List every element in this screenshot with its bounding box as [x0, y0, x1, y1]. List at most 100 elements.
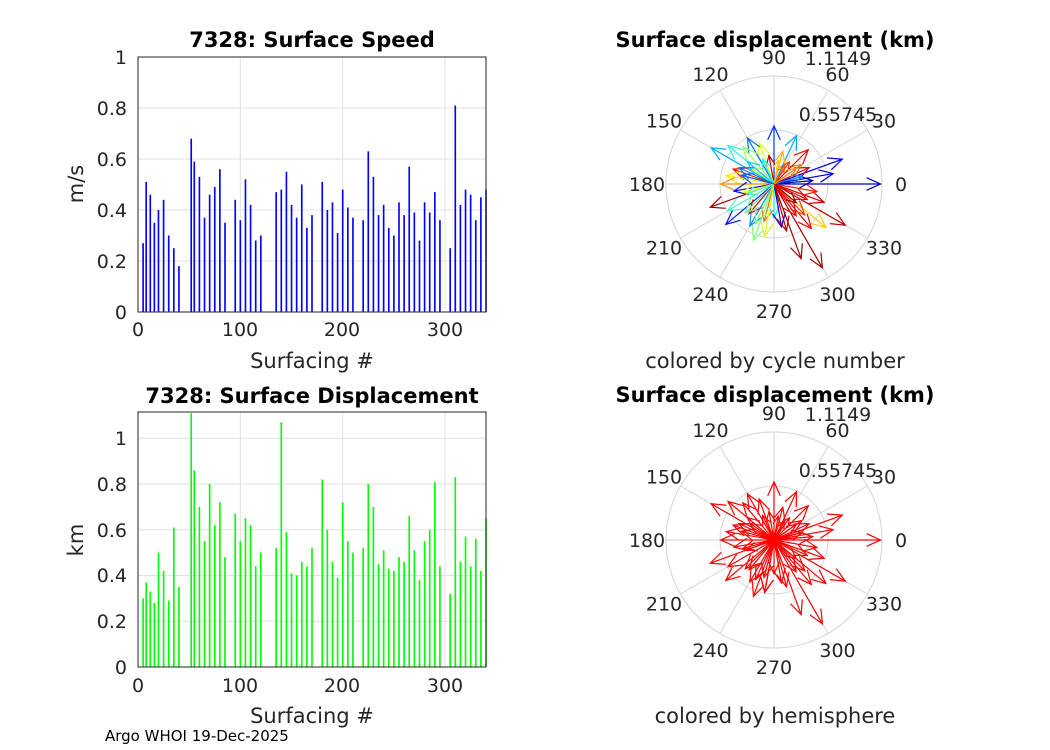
polar-cycle-arrow	[773, 183, 847, 226]
polar-cycle-arrow	[773, 183, 790, 233]
displacement-bar	[464, 536, 467, 667]
displacement-bar	[341, 502, 344, 667]
speed-bar-chart: 7328: Surface Speed 0 0.2 0.4 0.6 0.8 1 …	[64, 28, 487, 373]
displacement-bar	[403, 561, 405, 667]
displacement-bar	[382, 550, 385, 667]
displacement-y-tick: 0.2	[97, 611, 127, 633]
speed-y-tick: 0.4	[97, 200, 127, 222]
displacement-bar	[352, 552, 354, 667]
displacement-bar	[321, 479, 324, 667]
displacement-bar	[193, 470, 196, 667]
displacement-bar	[387, 568, 390, 667]
polar-hemisphere-arrow	[773, 538, 819, 552]
polar-cycle-angle-label: 300	[819, 284, 855, 306]
displacement-bar	[162, 570, 165, 667]
polar-hemisphere-arrow	[726, 539, 775, 568]
polar-hemisphere-arrow	[724, 539, 775, 582]
displacement-bar	[285, 532, 288, 667]
speed-bar	[454, 105, 457, 312]
speed-bar	[213, 187, 216, 312]
displacement-bar	[331, 561, 334, 667]
speed-bar	[362, 220, 364, 312]
speed-bar	[190, 138, 193, 312]
displacement-bar	[413, 550, 416, 667]
polar-hemisphere-spoke	[773, 485, 868, 541]
displacement-y-tick: 0.4	[97, 565, 127, 587]
polar-hemisphere-arrow	[754, 539, 775, 581]
speed-bar	[157, 210, 160, 312]
polar-hemisphere-angle-label: 270	[756, 657, 792, 679]
displacement-y-ticks: 0 0.2 0.4 0.6 0.8 1	[97, 428, 127, 679]
displacement-y-tick: 0.6	[97, 520, 127, 542]
polar-cycle-arrow	[773, 175, 815, 189]
polar-hemisphere-arrow	[773, 539, 826, 560]
polar-hemisphere-arrow	[709, 502, 775, 541]
displacement-bar	[157, 552, 160, 667]
displacement-x-axis-label: Surfacing #	[250, 704, 374, 728]
polar-hemisphere-arrow	[773, 539, 847, 582]
polar-cycle-arrow	[772, 158, 782, 185]
polar-hemisphere-arrow	[719, 533, 774, 547]
polar-cycle-arrow	[773, 174, 804, 185]
polar-cycle-angle-label: 0	[895, 174, 907, 196]
speed-bar	[382, 204, 385, 312]
speed-bar	[280, 189, 283, 312]
displacement-bar	[219, 502, 221, 667]
speed-bar	[219, 169, 221, 312]
polar-cycle-arrow	[754, 183, 775, 225]
polar-cycle-angle-label: 120	[692, 64, 728, 86]
displacement-x-tick: 100	[222, 675, 258, 697]
speed-y-axis-label: m/s	[64, 165, 88, 203]
footer-credit: Argo WHOI 19-Dec-2025	[105, 727, 289, 745]
displacement-bar	[260, 552, 262, 667]
polar-cycle-arrow	[773, 183, 809, 201]
polar-hemisphere-arrow	[724, 527, 775, 541]
displacement-bar	[208, 484, 211, 667]
polar-cycle-r-tick-outer: 1.1149	[805, 48, 871, 70]
speed-bar	[331, 202, 334, 312]
speed-y-tick: 0	[115, 302, 127, 324]
speed-bar	[321, 181, 324, 312]
displacement-y-tick: 1	[115, 428, 127, 450]
speed-y-tick: 0.6	[97, 149, 127, 171]
speed-bar	[367, 151, 370, 312]
displacement-bar	[300, 561, 303, 667]
polar-hemisphere-angle-label: 150	[646, 467, 682, 489]
speed-bar	[153, 222, 156, 312]
speed-y-tick: 1	[115, 47, 127, 69]
displacement-bar	[275, 548, 277, 667]
polar-hemisphere-arrow	[773, 523, 798, 541]
displacement-bar	[474, 538, 477, 667]
displacement-bar	[244, 518, 247, 667]
displacement-bar	[306, 566, 308, 667]
polar-hemisphere-title: Surface displacement (km)	[615, 383, 934, 407]
polar-cycle-arrow	[773, 167, 798, 185]
displacement-bar-chart: 7328: Surface Displacement 0 0.2 0.4 0.6…	[64, 384, 487, 728]
speed-bar	[260, 235, 262, 312]
speed-bar	[352, 217, 354, 312]
displacement-bar	[418, 580, 421, 667]
displacement-bar	[280, 422, 283, 667]
displacement-bar	[167, 600, 170, 667]
speed-bar	[372, 176, 375, 312]
speed-bar	[142, 243, 144, 312]
displacement-bar	[203, 541, 206, 667]
polar-hemisphere-r-tick-outer: 1.1149	[805, 404, 871, 426]
speed-bar	[347, 207, 349, 312]
displacement-x-tick: 300	[427, 675, 463, 697]
polar-cycle-arrow	[741, 145, 775, 185]
polar-hemisphere-angle-label: 90	[762, 403, 786, 425]
polar-hemisphere-arrow	[773, 530, 804, 541]
speed-bar	[208, 194, 211, 312]
polar-cycle-arrow	[772, 183, 786, 229]
polar-cycle-arrow	[745, 183, 775, 196]
displacement-bar	[149, 591, 152, 667]
displacement-bar	[367, 484, 370, 667]
speed-x-tick: 100	[222, 319, 258, 341]
polar-cycle-spoke	[773, 129, 868, 185]
polar-cycle-angle-label: 240	[692, 284, 728, 306]
polar-hemisphere-arrow	[772, 539, 786, 585]
polar-hemisphere-angle-label: 180	[629, 530, 665, 552]
displacement-bar	[480, 570, 482, 667]
